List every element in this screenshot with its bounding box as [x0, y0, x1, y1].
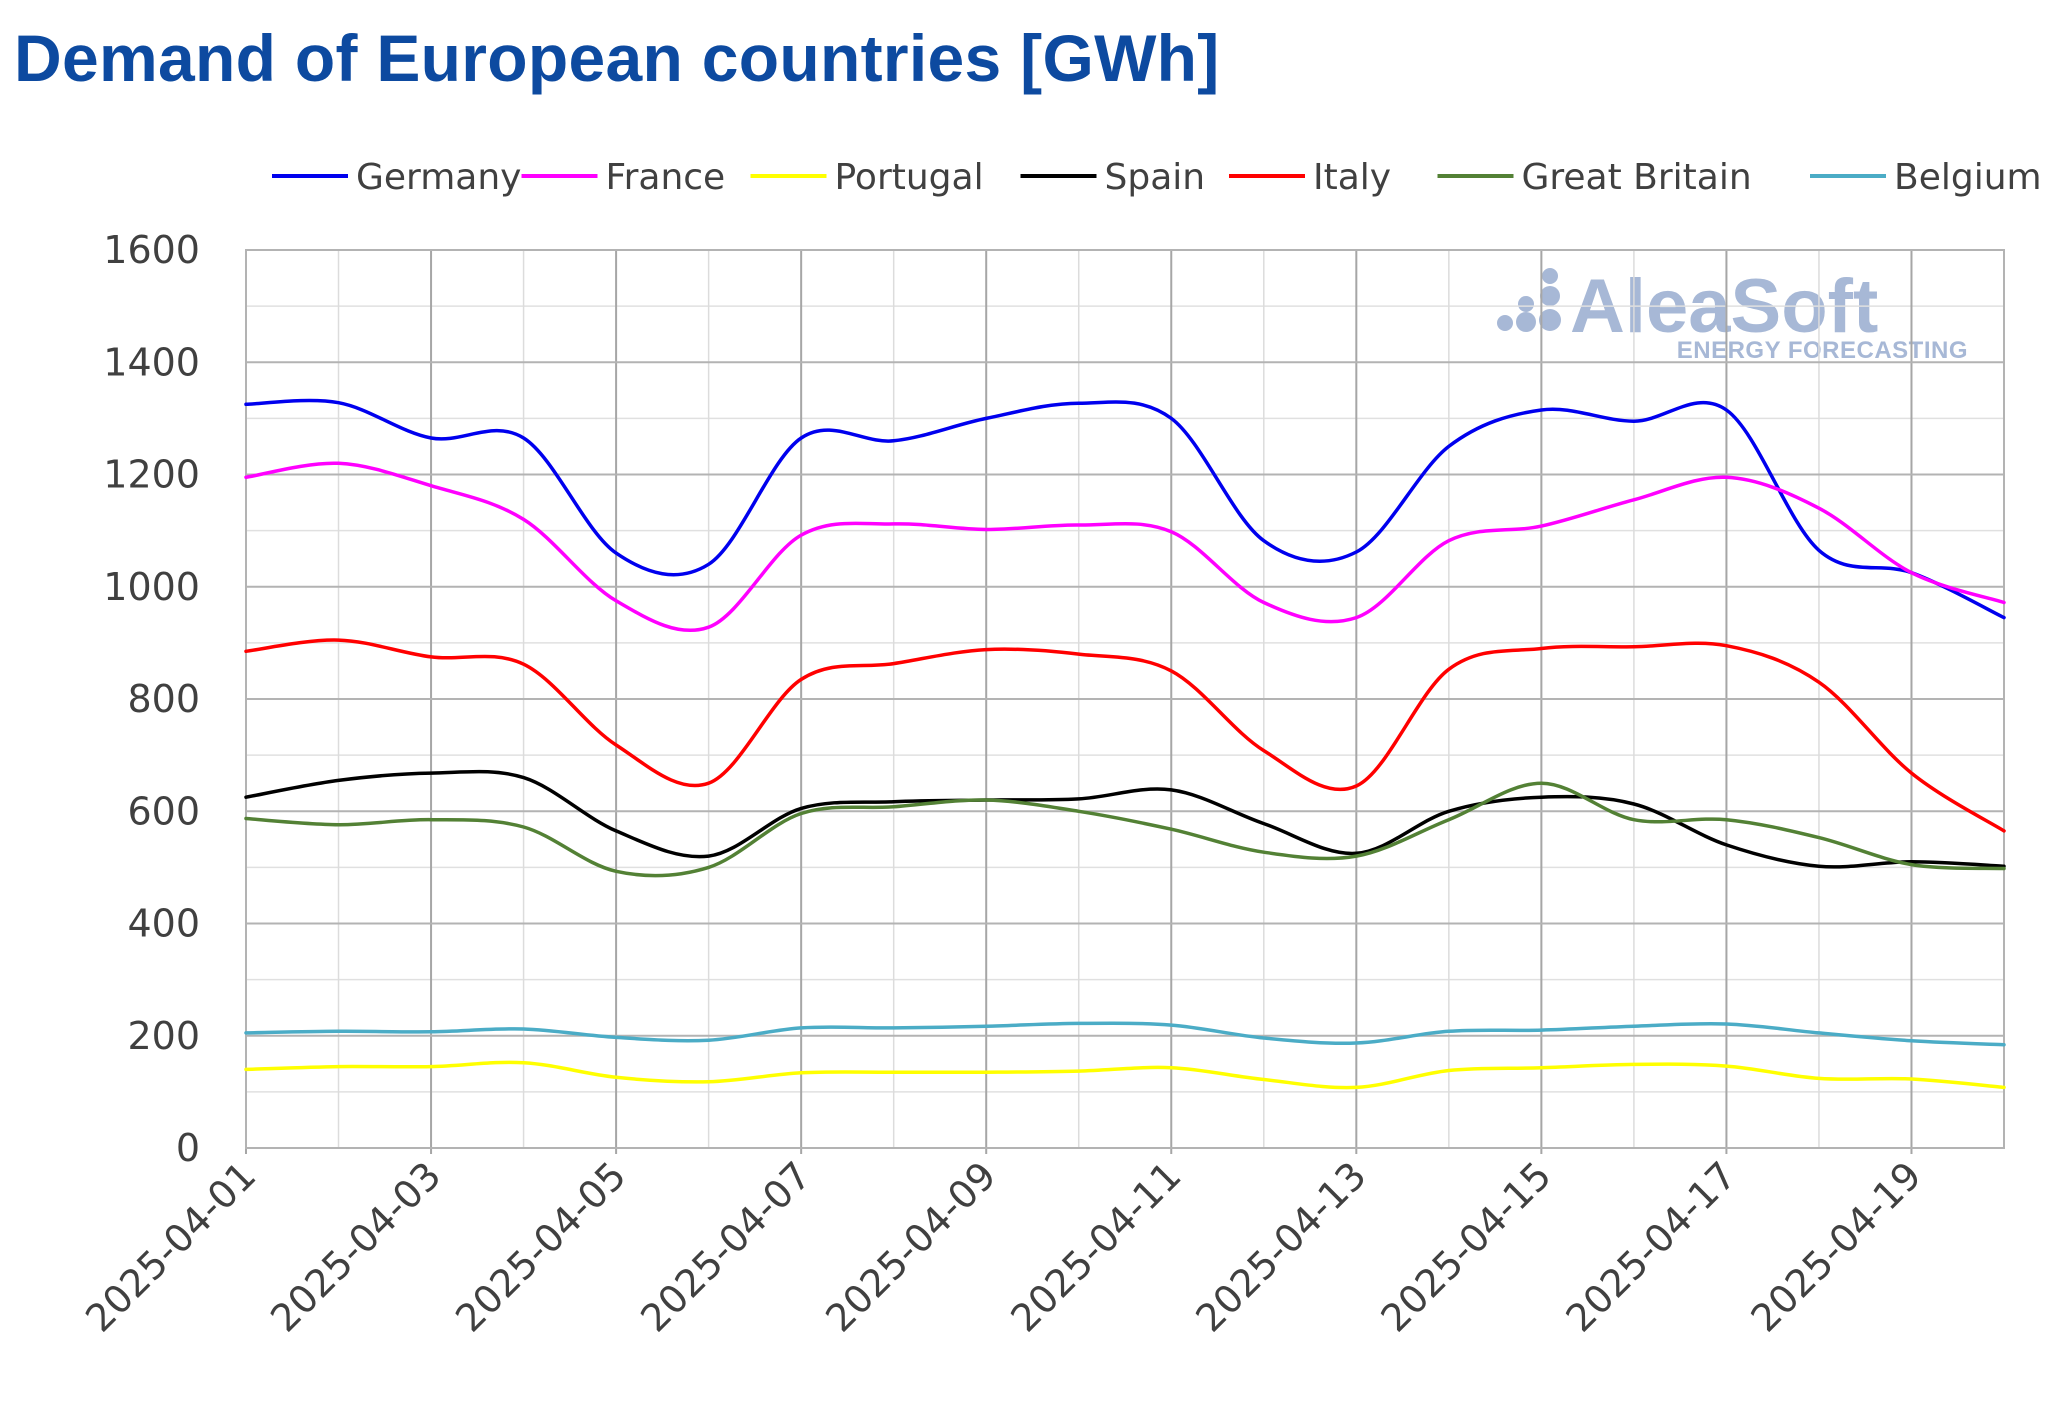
y-tick-label: 1400: [103, 340, 200, 384]
legend-item-portugal: Portugal: [750, 157, 984, 198]
legend-item-great-britain: Great Britain: [1437, 157, 1752, 198]
series-line-belgium: [244, 1021, 2006, 1047]
series-line-portugal: [244, 1060, 2006, 1090]
legend-item-germany: Germany: [272, 157, 521, 198]
x-tick-label: 2025-04-09: [817, 1153, 1004, 1340]
y-tick-label: 200: [127, 1014, 200, 1058]
legend-item-italy: Italy: [1229, 157, 1391, 198]
y-tick-label: 0: [176, 1126, 200, 1170]
legend-item-france: France: [521, 157, 726, 198]
plot-border: [245, 249, 2005, 1149]
legend-label: France: [606, 157, 726, 198]
grid: [245, 249, 2005, 1154]
x-tick-label: 2025-04-03: [262, 1153, 449, 1340]
legend-item-belgium: Belgium: [1810, 157, 2042, 198]
aleasoft-logo: AleaSoft ENERGY FORECASTING: [1497, 264, 1968, 364]
series-line-spain: [244, 769, 2006, 869]
legend-label: Portugal: [835, 157, 984, 198]
y-tick-label: 600: [127, 789, 200, 833]
x-tick-label: 2025-04-07: [632, 1153, 819, 1340]
legend-label: Germany: [356, 157, 521, 198]
legend-label: Great Britain: [1522, 157, 1752, 198]
x-tick-label: 2025-04-01: [77, 1153, 264, 1340]
y-tick-label: 1600: [103, 228, 200, 272]
legend-label: Spain: [1105, 157, 1206, 198]
x-tick-label: 2025-04-11: [1002, 1153, 1189, 1340]
legend-label: Belgium: [1894, 157, 2042, 198]
y-tick-label: 1000: [103, 565, 200, 609]
x-tick-label: 2025-04-19: [1743, 1153, 1930, 1340]
x-tick-label: 2025-04-15: [1372, 1153, 1559, 1340]
series-line-italy: [244, 638, 2006, 833]
x-tick-label: 2025-04-13: [1187, 1153, 1374, 1340]
series-line-germany: [244, 398, 2006, 620]
series-line-france: [244, 461, 2006, 633]
x-tick-label: 2025-04-05: [447, 1153, 634, 1340]
axes: 020040060080010001200140016002025-04-012…: [77, 228, 1930, 1341]
logo-dots-icon: [1497, 268, 1561, 332]
legend-item-spain: Spain: [1020, 157, 1206, 198]
y-tick-label: 400: [127, 902, 200, 946]
chart-title: Demand of European countries [GWh]: [14, 21, 1220, 95]
series-line-great-britain: [244, 781, 2006, 878]
y-tick-label: 1200: [103, 453, 200, 497]
x-tick-label: 2025-04-17: [1558, 1153, 1745, 1340]
series-group: [244, 398, 2006, 1090]
y-tick-label: 800: [127, 677, 200, 721]
logo-tagline: ENERGY FORECASTING: [1677, 337, 1968, 364]
legend: Germany France Portugal Spain Italy Great Bri…: [272, 157, 2042, 198]
legend-label: Italy: [1313, 157, 1391, 198]
